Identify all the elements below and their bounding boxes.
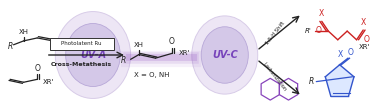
Text: O: O [34,64,40,73]
Text: Lactonization: Lactonization [262,62,288,93]
Text: XH: XH [134,42,144,48]
Text: 1,5-H Shift: 1,5-H Shift [264,20,285,45]
Ellipse shape [201,27,248,83]
Ellipse shape [192,16,258,94]
Text: R': R' [305,28,311,34]
Text: X: X [361,18,366,27]
Text: XR': XR' [179,50,190,56]
Text: UV-C: UV-C [212,50,238,60]
Text: R: R [121,56,127,65]
Text: Photolatent Ru: Photolatent Ru [61,41,102,46]
Text: X = O, NH: X = O, NH [133,72,169,78]
Text: R: R [8,42,13,51]
Text: X: X [338,50,343,59]
Text: O: O [169,37,175,46]
Text: O: O [364,35,370,44]
Ellipse shape [66,24,120,86]
Text: XR': XR' [43,79,54,85]
FancyBboxPatch shape [50,38,114,50]
Text: UV-A: UV-A [80,50,106,60]
Text: R: R [309,77,314,86]
Text: Cross-Metathesis: Cross-Metathesis [51,62,112,67]
Text: X: X [319,9,324,18]
Text: XH: XH [19,29,29,35]
Text: XR': XR' [358,44,370,50]
Polygon shape [325,65,354,96]
Ellipse shape [55,12,131,98]
Text: O: O [348,48,354,57]
Text: O: O [315,26,321,35]
